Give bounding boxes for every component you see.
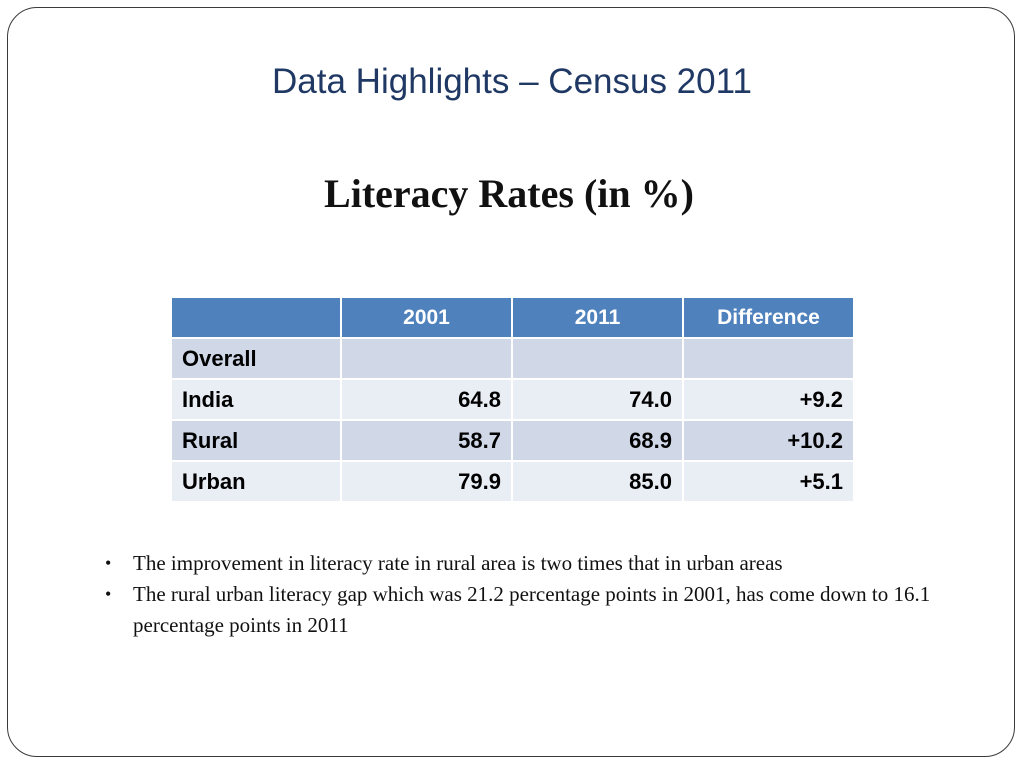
bullet-item: • The improvement in literacy rate in ru… [103, 548, 963, 579]
bullet-list: • The improvement in literacy rate in ru… [103, 548, 963, 641]
slide-title: Data Highlights – Census 2011 [272, 62, 752, 101]
header-cell-empty [170, 296, 342, 339]
header-cell-2001: 2001 [340, 296, 513, 339]
bullet-text: The rural urban literacy gap which was 2… [133, 582, 931, 637]
cell-2011 [511, 337, 684, 380]
header-cell-difference: Difference [682, 296, 855, 339]
cell-2001 [340, 337, 513, 380]
table-row: Urban 79.9 85.0 +5.1 [170, 460, 855, 503]
cell-2001: 64.8 [340, 378, 513, 421]
cell-2011: 85.0 [511, 460, 684, 503]
table-row: India 64.8 74.0 +9.2 [170, 378, 855, 421]
bullet-dot-icon: • [105, 553, 112, 573]
header-cell-2011: 2011 [511, 296, 684, 339]
table-row: Overall [170, 337, 855, 380]
row-label: Rural [170, 419, 342, 462]
cell-difference: +9.2 [682, 378, 855, 421]
row-label: Urban [170, 460, 342, 503]
bullet-dot-icon: • [105, 584, 112, 604]
table-row: Rural 58.7 68.9 +10.2 [170, 419, 855, 462]
cell-2001: 79.9 [340, 460, 513, 503]
table-header-row: 2001 2011 Difference [170, 296, 855, 339]
bullet-item: • The rural urban literacy gap which was… [103, 579, 963, 641]
cell-difference [682, 337, 855, 380]
cell-difference: +5.1 [682, 460, 855, 503]
cell-difference: +10.2 [682, 419, 855, 462]
row-label: Overall [170, 337, 342, 380]
cell-2011: 68.9 [511, 419, 684, 462]
slide-subtitle: Literacy Rates (in %) [324, 171, 694, 216]
cell-2011: 74.0 [511, 378, 684, 421]
literacy-table: 2001 2011 Difference Overall India 64.8 … [170, 296, 855, 503]
cell-2001: 58.7 [340, 419, 513, 462]
bullet-text: The improvement in literacy rate in rura… [133, 551, 783, 575]
row-label: India [170, 378, 342, 421]
